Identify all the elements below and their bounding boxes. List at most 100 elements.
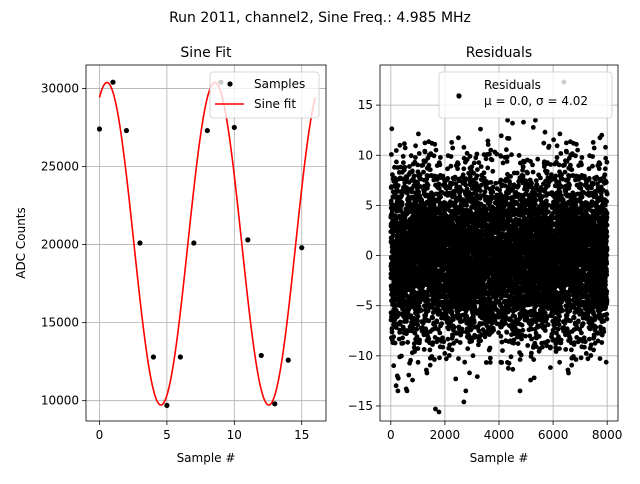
residual-point (398, 143, 403, 148)
residual-point (458, 340, 463, 345)
residual-point (521, 174, 526, 179)
legend-samples-marker (227, 81, 232, 86)
residual-point (393, 341, 398, 346)
residual-point (440, 345, 445, 350)
sample-point (164, 403, 169, 408)
residual-point (438, 331, 443, 336)
residual-point (521, 328, 526, 333)
residual-point (518, 389, 523, 394)
residual-point (401, 341, 406, 346)
residual-point (499, 334, 504, 339)
residual-point (516, 341, 521, 346)
residual-point (486, 142, 491, 147)
residual-point (487, 152, 492, 157)
sample-point (232, 125, 237, 130)
residual-point (396, 389, 401, 394)
residual-point (402, 165, 407, 170)
residual-point (499, 178, 504, 183)
residual-point (425, 371, 430, 376)
residual-point (478, 338, 483, 343)
residual-point (438, 162, 443, 167)
sample-point (97, 126, 102, 131)
residual-point (415, 318, 420, 323)
residual-point (465, 346, 470, 351)
residual-point (507, 136, 512, 141)
residual-point (520, 323, 525, 328)
residual-point (491, 328, 496, 333)
residual-point (455, 166, 460, 171)
residual-point (521, 165, 526, 170)
legend-samples-label: Samples (254, 77, 305, 91)
sample-point (286, 358, 291, 363)
l-ytick-label: 10000 (41, 394, 79, 408)
residual-point (425, 293, 430, 298)
residual-point (475, 167, 480, 172)
residual-point (456, 162, 461, 167)
residual-point (476, 160, 481, 165)
residual-point (438, 195, 443, 200)
residual-point (416, 360, 421, 365)
residual-point (422, 347, 427, 352)
residual-point (499, 360, 504, 365)
residual-point (391, 334, 396, 339)
residual-point (421, 170, 426, 175)
residual-point (419, 308, 424, 313)
sample-point (124, 128, 129, 133)
residual-point (389, 126, 394, 131)
sample-point (151, 354, 156, 359)
residual-point (409, 153, 414, 158)
residual-point (471, 353, 476, 358)
residual-point (500, 348, 505, 353)
residual-point (405, 340, 410, 345)
residual-point (490, 169, 495, 174)
residual-point (428, 167, 433, 172)
residual-point (484, 156, 489, 161)
sine-fit-title: Sine Fit (180, 45, 232, 61)
residual-point (517, 153, 522, 158)
residual-point (506, 366, 511, 371)
residual-point (423, 150, 428, 155)
residual-point (426, 298, 431, 303)
residual-point (442, 351, 447, 356)
residual-point (417, 151, 422, 156)
residual-point (518, 357, 523, 362)
residual-point (391, 363, 396, 368)
residual-point (482, 170, 487, 175)
residual-point (410, 169, 415, 174)
residual-point (509, 152, 514, 157)
residual-point (510, 367, 515, 372)
residual-point (515, 171, 520, 176)
residual-point (462, 360, 467, 365)
l-xtick-label: 15 (294, 428, 309, 442)
residual-point (505, 159, 510, 164)
residual-point (483, 334, 488, 339)
residual-point (456, 135, 461, 140)
sample-point (245, 237, 250, 242)
residual-point (413, 155, 418, 160)
residual-point (432, 357, 437, 362)
residual-point (480, 321, 485, 326)
residual-point (485, 166, 490, 171)
residual-point (505, 330, 510, 335)
residual-point (472, 320, 477, 325)
residual-point (426, 183, 431, 188)
residual-point (428, 348, 433, 353)
residual-point (490, 158, 495, 163)
figure-suptitle: Run 2011, channel2, Sine Freq.: 4.985 MH… (169, 10, 471, 26)
l-ytick-label: 15000 (41, 316, 79, 330)
residual-point (402, 141, 407, 146)
residual-point (489, 180, 494, 185)
residual-point (488, 356, 493, 361)
residual-point (410, 378, 415, 383)
residual-point (400, 336, 405, 341)
l-ytick-label: 20000 (41, 238, 79, 252)
residual-point (441, 339, 446, 344)
residual-point (504, 147, 509, 152)
l-xtick-label: 10 (227, 428, 242, 442)
residual-point (508, 174, 513, 179)
residual-point (468, 154, 473, 159)
sine-fit-legend: Samples Sine fit (210, 72, 319, 118)
residual-point (408, 358, 413, 363)
